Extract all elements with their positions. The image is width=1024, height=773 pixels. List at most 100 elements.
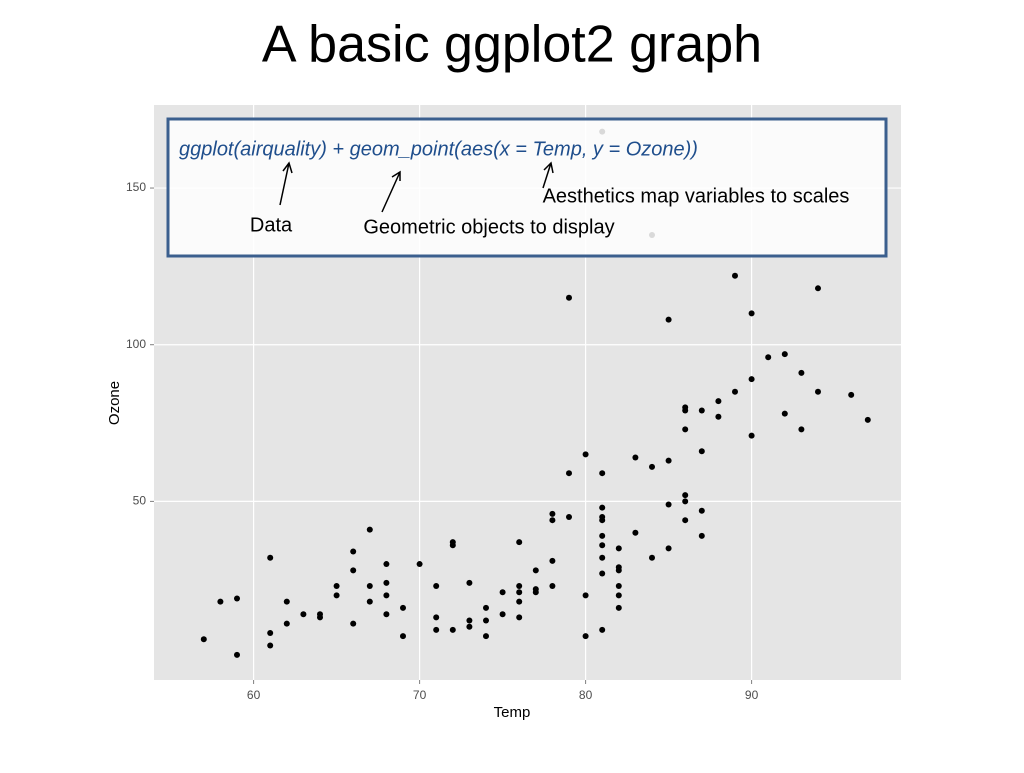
point (483, 633, 489, 640)
point (815, 285, 821, 292)
point (433, 582, 440, 589)
point (433, 626, 440, 633)
arrow (542, 161, 554, 189)
point (466, 623, 473, 630)
point (466, 579, 473, 586)
data-note: Data (250, 214, 293, 236)
point (599, 570, 606, 577)
point (267, 642, 274, 649)
point (732, 388, 738, 395)
point (715, 413, 722, 420)
point (466, 617, 473, 624)
point (383, 592, 390, 599)
point (516, 589, 523, 596)
arrows (279, 161, 554, 213)
point (599, 504, 606, 511)
point (698, 407, 705, 414)
point (516, 598, 523, 605)
point (234, 595, 240, 602)
point (732, 272, 738, 279)
point (532, 567, 539, 574)
point (400, 604, 406, 611)
point (615, 567, 622, 574)
point (682, 498, 689, 505)
point (317, 614, 323, 621)
point (698, 448, 705, 455)
y-tick-label: 150 (126, 180, 146, 194)
point (483, 604, 489, 611)
slide-title: A basic ggplot2 graph (262, 16, 762, 74)
point (549, 510, 556, 517)
point (698, 507, 705, 514)
point (366, 598, 373, 605)
point (449, 626, 456, 633)
point (665, 457, 672, 464)
point (599, 626, 606, 633)
point (283, 620, 290, 627)
point (599, 554, 606, 561)
point (499, 611, 506, 618)
point (582, 592, 589, 599)
point (615, 545, 622, 552)
point (449, 542, 456, 549)
point (483, 617, 489, 624)
point (682, 426, 689, 433)
point (333, 582, 340, 589)
point (781, 410, 788, 417)
points (200, 128, 871, 658)
aes-note: Aesthetics map variables to scales (543, 185, 850, 207)
point (615, 582, 622, 589)
arrow (381, 170, 401, 213)
point (615, 592, 622, 599)
point (748, 310, 755, 317)
point (698, 532, 705, 539)
point (267, 629, 274, 636)
point (516, 539, 523, 546)
point (798, 426, 805, 433)
annotation-box (166, 117, 888, 258)
point (350, 548, 357, 555)
y-tick-label: 100 (126, 337, 146, 351)
point (366, 526, 373, 533)
point (566, 470, 572, 477)
x-tick-label: 60 (247, 688, 261, 702)
geom-note: Geometric objects to display (363, 216, 614, 238)
point (599, 517, 606, 524)
point (416, 561, 423, 568)
point (848, 391, 855, 398)
point (632, 529, 639, 536)
point (333, 592, 340, 599)
point (649, 463, 655, 470)
point (516, 582, 523, 589)
x-tick-label: 90 (745, 688, 759, 702)
point (582, 633, 589, 640)
point (532, 589, 539, 596)
point (599, 470, 606, 477)
point (566, 294, 572, 301)
point (748, 376, 755, 383)
point (765, 354, 772, 361)
point (566, 514, 572, 521)
point (549, 517, 556, 524)
point (682, 407, 689, 414)
point (217, 598, 224, 605)
point (599, 532, 606, 539)
point (549, 557, 556, 564)
point (516, 614, 523, 621)
point (864, 416, 871, 423)
point (781, 351, 788, 358)
point (383, 579, 390, 586)
point (283, 598, 290, 605)
point (682, 517, 689, 524)
point (433, 614, 440, 621)
y-tick-label: 50 (133, 494, 147, 508)
point (549, 582, 556, 589)
x-tick-label: 70 (413, 688, 427, 702)
point (234, 651, 240, 658)
point (400, 633, 406, 640)
point (615, 604, 622, 611)
point (267, 554, 274, 561)
point (682, 492, 689, 499)
point (815, 388, 821, 395)
